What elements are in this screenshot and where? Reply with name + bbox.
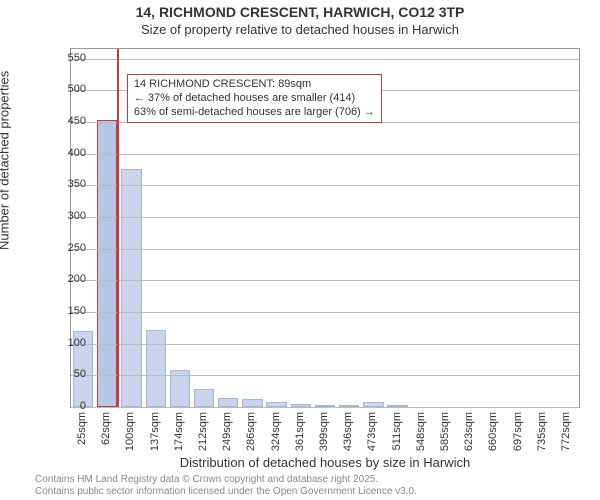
- property-marker-line: [117, 49, 119, 407]
- x-axis-label: Distribution of detached houses by size …: [70, 455, 580, 470]
- x-tick-label: 772sqm: [560, 412, 572, 451]
- x-tick-label: 511sqm: [391, 412, 403, 450]
- y-tick-label: 450: [46, 115, 86, 127]
- x-tick-label: 62sqm: [100, 412, 112, 445]
- x-tick-label: 100sqm: [124, 412, 136, 451]
- y-axis-label: Number of detached properties: [0, 71, 12, 250]
- x-tick-label: 212sqm: [197, 412, 209, 451]
- chart-container: 14, RICHMOND CRESCENT, HARWICH, CO12 3TP…: [0, 0, 600, 500]
- grid-line: [71, 280, 579, 281]
- x-tick-label: 137sqm: [149, 412, 161, 451]
- x-tick-label: 735sqm: [536, 412, 548, 451]
- grid-line: [71, 407, 579, 408]
- x-tick-label: 324sqm: [270, 412, 282, 451]
- y-tick-label: 400: [46, 147, 86, 159]
- grid-line: [71, 249, 579, 250]
- attribution-footer: Contains HM Land Registry data © Crown c…: [35, 474, 590, 498]
- y-tick-label: 50: [46, 368, 86, 380]
- x-tick-label: 436sqm: [342, 412, 354, 451]
- grid-line: [71, 154, 579, 155]
- x-tick-label: 399sqm: [318, 412, 330, 451]
- bar: [218, 398, 238, 408]
- annotation-line: 63% of semi-detached houses are larger (…: [134, 106, 375, 120]
- bar: [242, 399, 262, 407]
- grid-line: [71, 185, 579, 186]
- x-tick-label: 697sqm: [512, 412, 524, 451]
- annotation-line: 14 RICHMOND CRESCENT: 89sqm: [134, 78, 375, 92]
- x-tick-label: 585sqm: [439, 412, 451, 451]
- annotation-line: ← 37% of detached houses are smaller (41…: [134, 92, 375, 106]
- y-tick-label: 0: [46, 400, 86, 412]
- footer-line-1: Contains HM Land Registry data © Crown c…: [35, 474, 590, 486]
- x-tick-label: 25sqm: [76, 412, 88, 445]
- grid-line: [71, 312, 579, 313]
- chart-title: 14, RICHMOND CRESCENT, HARWICH, CO12 3TP: [0, 4, 600, 20]
- y-tick-label: 100: [46, 337, 86, 349]
- bar: [194, 389, 214, 407]
- x-tick-label: 361sqm: [294, 412, 306, 451]
- chart-subtitle: Size of property relative to detached ho…: [0, 22, 600, 37]
- y-tick-label: 500: [46, 83, 86, 95]
- x-tick-label: 548sqm: [415, 412, 427, 451]
- y-tick-label: 150: [46, 305, 86, 317]
- x-tick-label: 286sqm: [245, 412, 257, 451]
- bar: [121, 169, 141, 407]
- x-tick-label: 660sqm: [487, 412, 499, 451]
- x-tick-label: 174sqm: [173, 412, 185, 451]
- plot-area: 14 RICHMOND CRESCENT: 89sqm← 37% of deta…: [70, 48, 580, 408]
- grid-line: [71, 344, 579, 345]
- x-tick-label: 249sqm: [221, 412, 233, 451]
- y-tick-label: 300: [46, 210, 86, 222]
- y-tick-label: 550: [46, 52, 86, 64]
- y-tick-label: 200: [46, 273, 86, 285]
- footer-line-2: Contains public sector information licen…: [35, 486, 590, 498]
- x-tick-label: 473sqm: [366, 412, 378, 451]
- y-tick-label: 350: [46, 178, 86, 190]
- highlight-bar: [97, 120, 117, 407]
- x-tick-label: 623sqm: [463, 412, 475, 451]
- annotation-box: 14 RICHMOND CRESCENT: 89sqm← 37% of deta…: [127, 74, 382, 123]
- y-tick-label: 250: [46, 242, 86, 254]
- grid-line: [71, 59, 579, 60]
- bar: [146, 330, 166, 407]
- grid-line: [71, 375, 579, 376]
- grid-line: [71, 217, 579, 218]
